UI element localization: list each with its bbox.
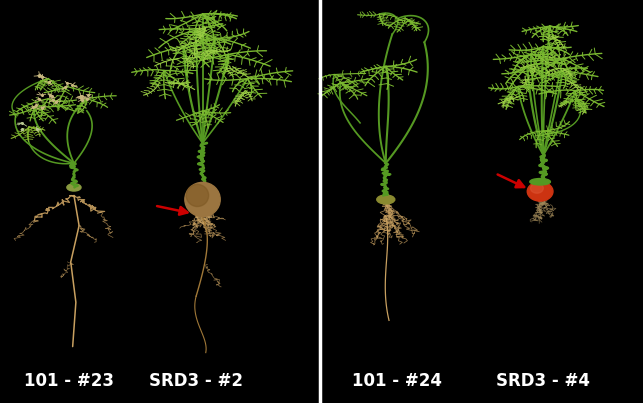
Ellipse shape bbox=[530, 179, 550, 185]
Ellipse shape bbox=[377, 195, 395, 204]
Ellipse shape bbox=[185, 182, 220, 217]
Text: 101 - #24: 101 - #24 bbox=[352, 372, 442, 390]
Ellipse shape bbox=[530, 183, 543, 193]
Ellipse shape bbox=[67, 184, 81, 191]
Text: SRD3 - #4: SRD3 - #4 bbox=[496, 372, 590, 390]
Text: SRD3 - #2: SRD3 - #2 bbox=[149, 372, 243, 390]
Text: 101 - #23: 101 - #23 bbox=[24, 372, 114, 390]
Ellipse shape bbox=[186, 184, 208, 207]
Ellipse shape bbox=[527, 182, 553, 201]
